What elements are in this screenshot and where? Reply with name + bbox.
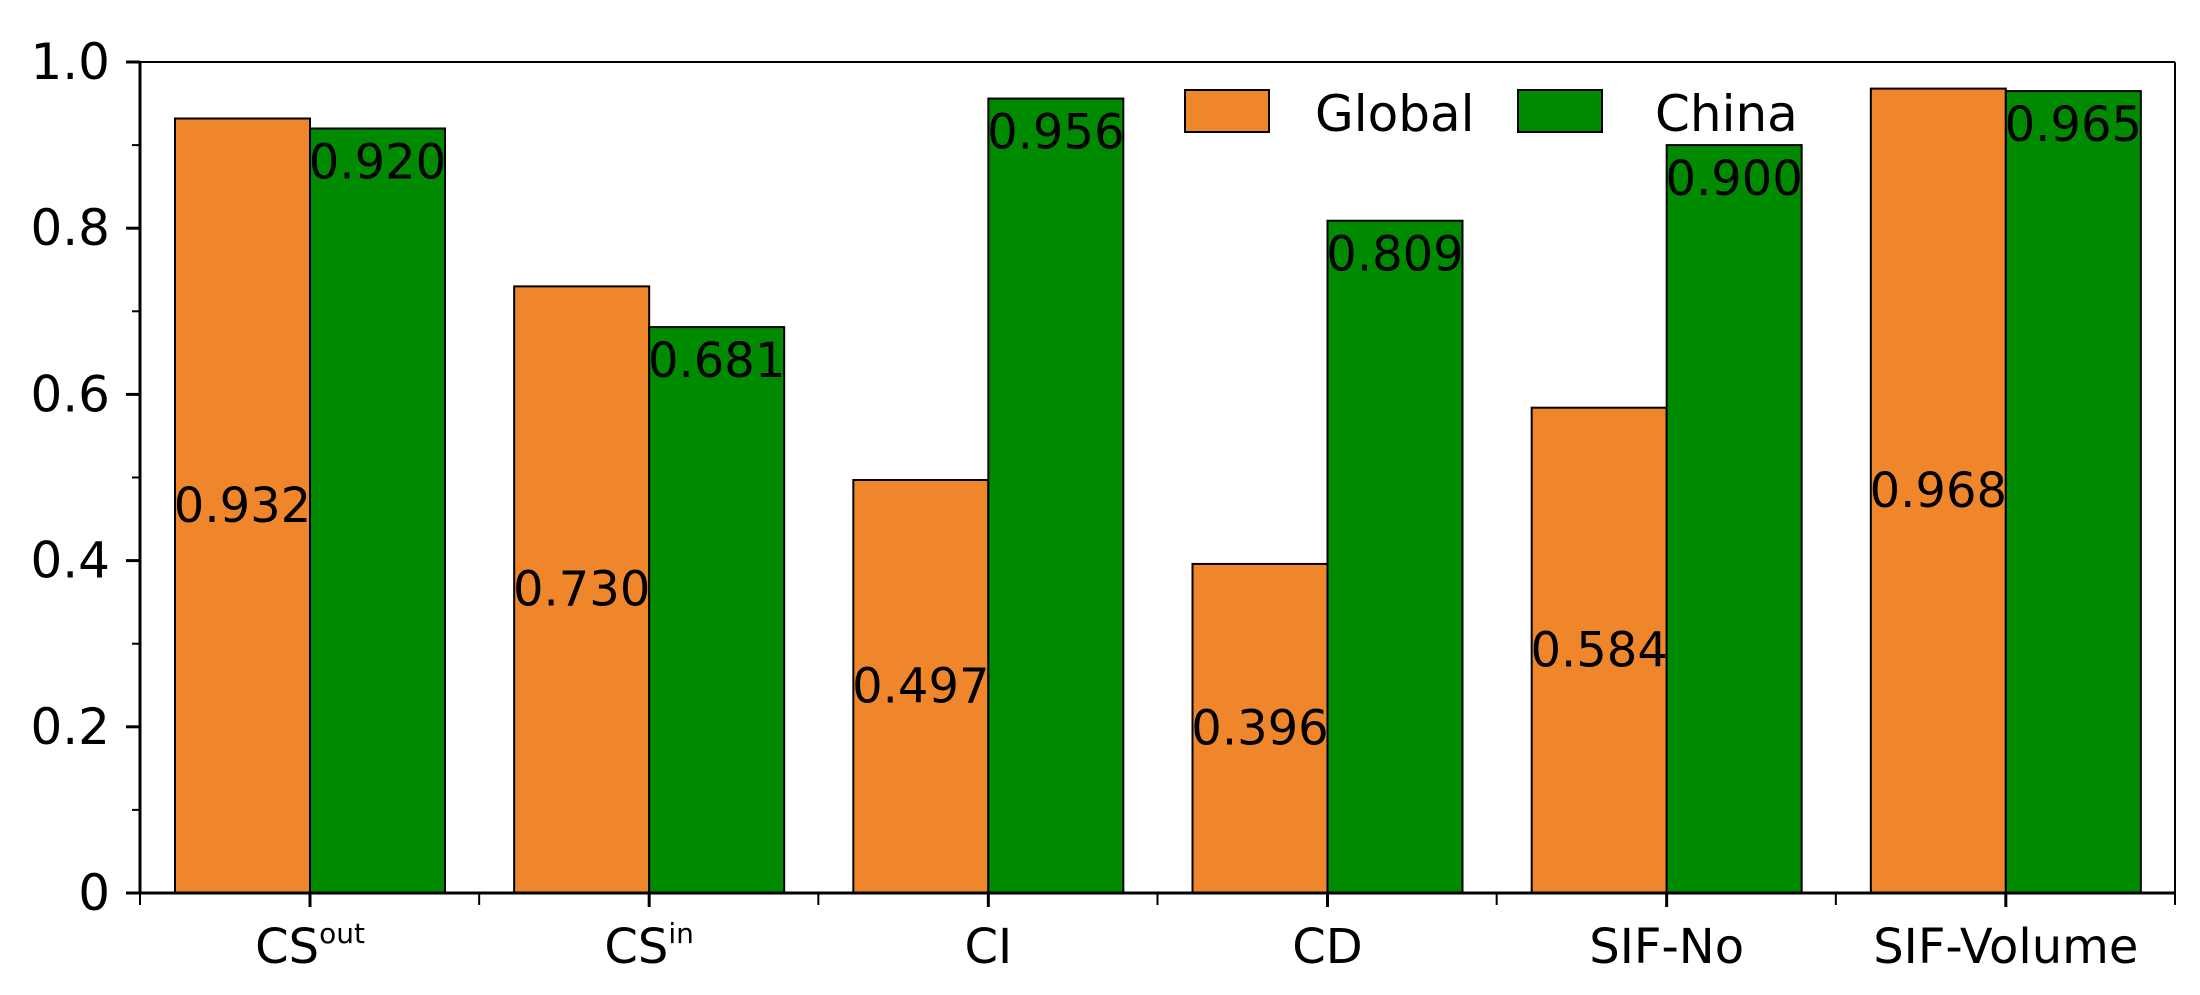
bar-china-1	[648, 326, 786, 894]
x-tick-label-main: CI	[964, 919, 1012, 975]
legend-swatch-global	[1184, 89, 1270, 133]
value-label-global-4: 0.584	[1530, 622, 1667, 678]
x-tick-label-main: CS	[604, 919, 668, 975]
y-tick-label-0: 0	[78, 864, 110, 922]
bar-china-4	[1665, 144, 1803, 895]
y-tick-label-2: 0.4	[30, 532, 110, 590]
y-tick-label-3: 0.6	[30, 365, 110, 423]
x-tick-label-main: CS	[255, 919, 319, 975]
value-label-china-3: 0.809	[1326, 227, 1463, 283]
value-label-global-1: 0.730	[513, 562, 650, 618]
x-tick-label-main: CD	[1292, 919, 1362, 975]
axes-layer: CSout CSin CI CD SIF-No SIF-Volume00.20.40.60…	[30, 33, 2176, 975]
x-tick-label-5: SIF-Volume	[1873, 919, 2138, 975]
value-labels-layer: 0.932 0.920 0.730 0.681 0.497 0.956 0.396 0.809…	[174, 97, 2142, 756]
value-label-china-5: 0.965	[2005, 97, 2142, 153]
bar-global-2	[852, 478, 990, 894]
x-tick-label-main: SIF-Volume	[1873, 919, 2138, 975]
x-tick-label-4: SIF-No	[1589, 919, 1744, 975]
value-label-global-0: 0.932	[174, 478, 311, 534]
bar-china-5	[2004, 90, 2142, 894]
x-tick-label-3: CD	[1292, 919, 1362, 975]
legend-label-global: Global	[1315, 85, 1475, 143]
value-label-global-3: 0.396	[1191, 700, 1328, 756]
bar-china-2	[987, 97, 1125, 894]
bar-global-3	[1191, 562, 1329, 894]
value-label-china-4: 0.900	[1665, 151, 1802, 207]
legend-swatch-china	[1517, 89, 1603, 133]
y-tick-label-1: 0.2	[30, 698, 110, 756]
bar-china-0	[309, 127, 446, 895]
value-label-global-2: 0.497	[852, 658, 989, 714]
x-tick-label-1: CSin	[604, 917, 694, 975]
bar-global-1	[513, 285, 651, 894]
y-tick-label-5: 1.0	[30, 33, 110, 91]
x-tick-label-sup: out	[319, 917, 365, 950]
value-label-china-0: 0.920	[309, 134, 446, 190]
x-tick-label-main: SIF-No	[1589, 919, 1744, 975]
legend: Global China	[1184, 85, 1798, 143]
bar-china-3	[1326, 219, 1464, 894]
bar-global-5	[1869, 87, 2007, 895]
bars-layer	[174, 87, 2142, 895]
value-label-china-1: 0.681	[648, 333, 785, 389]
value-label-china-2: 0.956	[987, 105, 1124, 161]
legend-label-china: China	[1655, 85, 1798, 143]
x-tick-label-0: CSout	[255, 917, 365, 975]
y-tick-label-4: 0.8	[30, 199, 110, 257]
x-tick-label-2: CI	[964, 919, 1012, 975]
bar-global-4	[1530, 406, 1668, 894]
value-label-global-5: 0.968	[1870, 463, 2007, 519]
x-tick-label-sup: in	[668, 917, 694, 950]
bar-global-0	[174, 117, 311, 895]
